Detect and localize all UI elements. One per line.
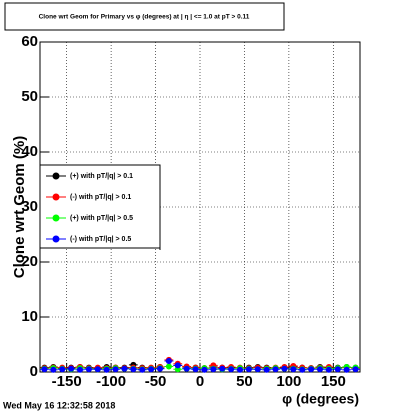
data-point bbox=[68, 365, 75, 372]
y-tick-label: 30 bbox=[21, 198, 38, 215]
data-point bbox=[263, 366, 270, 373]
data-point bbox=[245, 366, 252, 373]
data-point bbox=[183, 365, 190, 372]
y-tick-label: 20 bbox=[21, 253, 38, 270]
data-point bbox=[308, 366, 315, 373]
legend-marker bbox=[52, 235, 60, 243]
data-point bbox=[165, 363, 172, 370]
x-tick-label: -50 bbox=[145, 373, 167, 390]
x-tick-label: -150 bbox=[52, 373, 82, 390]
y-tick-label: 10 bbox=[21, 308, 38, 325]
data-point bbox=[139, 366, 146, 373]
data-point bbox=[290, 366, 297, 373]
legend-label: (-) with pT/|q| > 0.1 bbox=[70, 194, 131, 201]
x-tick-label: 150 bbox=[321, 373, 346, 390]
data-point bbox=[103, 366, 110, 373]
data-point bbox=[237, 366, 243, 373]
legend-marker bbox=[52, 193, 60, 201]
data-point bbox=[85, 366, 92, 373]
legend-marker bbox=[52, 172, 60, 180]
legend-label: (+) with pT/|q| > 0.1 bbox=[70, 173, 133, 180]
data-point bbox=[130, 366, 137, 373]
y-tick-label: 40 bbox=[21, 143, 38, 160]
x-tick-label: -100 bbox=[96, 373, 126, 390]
y-axis-label: Clone wrt Geom (%) bbox=[11, 136, 28, 279]
legend-label: (-) with pT/|q| > 0.5 bbox=[70, 236, 131, 243]
y-tick-label: 60 bbox=[21, 33, 38, 50]
legend-marker bbox=[52, 214, 60, 222]
data-point bbox=[272, 366, 279, 373]
data-point bbox=[317, 366, 323, 373]
data-point bbox=[254, 366, 261, 373]
x-tick-label: 50 bbox=[236, 373, 253, 390]
data-point bbox=[50, 366, 57, 373]
x-tick-label: 100 bbox=[276, 373, 301, 390]
title-box bbox=[4, 2, 285, 31]
x-tick-label: 0 bbox=[196, 373, 204, 390]
data-point bbox=[157, 365, 163, 372]
data-point bbox=[121, 365, 128, 372]
timestamp: Wed May 16 12:32:58 2018 bbox=[3, 400, 115, 410]
data-point bbox=[334, 366, 341, 373]
data-point bbox=[325, 366, 332, 373]
data-point bbox=[174, 362, 181, 369]
data-point bbox=[210, 366, 217, 373]
data-point bbox=[112, 366, 119, 373]
data-point bbox=[94, 366, 101, 373]
data-point bbox=[228, 366, 235, 373]
data-point bbox=[352, 366, 359, 373]
data-point bbox=[201, 366, 208, 373]
data-point bbox=[148, 366, 155, 373]
data-point bbox=[41, 366, 48, 373]
legend-label: (+) with pT/|q| > 0.5 bbox=[70, 215, 133, 222]
data-point bbox=[192, 366, 199, 373]
data-point bbox=[343, 366, 350, 373]
data-point bbox=[219, 365, 226, 372]
y-tick-label: 0 bbox=[30, 363, 38, 380]
data-point bbox=[165, 358, 172, 364]
data-point bbox=[77, 366, 83, 373]
data-point bbox=[299, 366, 306, 373]
data-point bbox=[281, 365, 288, 372]
legend-box bbox=[39, 164, 161, 249]
x-axis-label: φ (degrees) bbox=[282, 391, 359, 407]
chart-title: Clone wrt Geom for Primary vs φ (degrees… bbox=[39, 14, 250, 21]
data-point bbox=[59, 366, 66, 373]
y-tick-label: 50 bbox=[21, 88, 38, 105]
